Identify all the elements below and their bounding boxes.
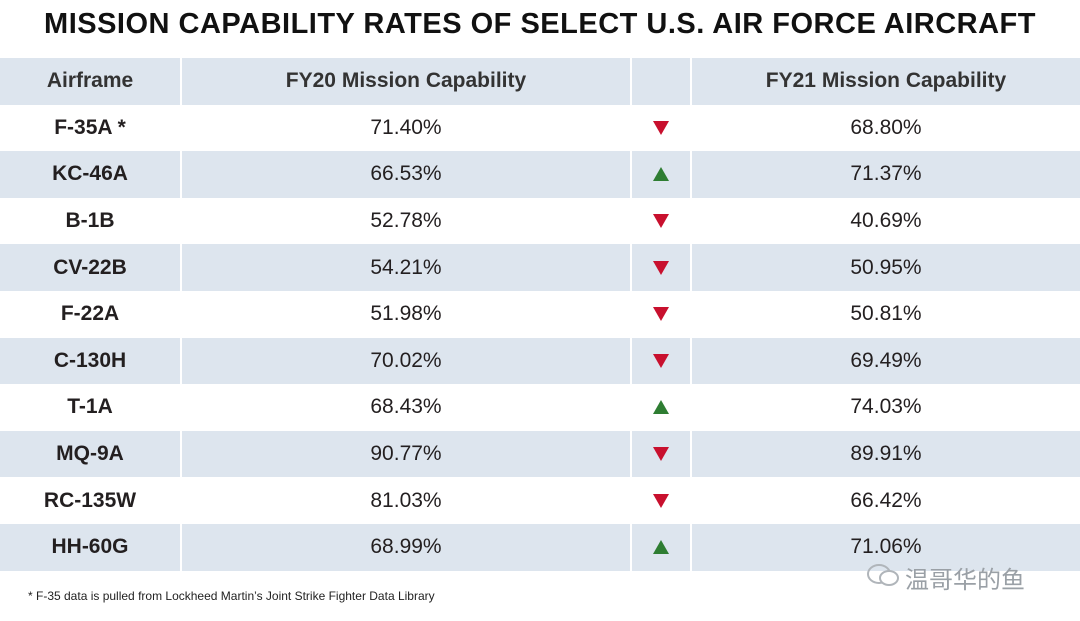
airframe: B-1B bbox=[65, 209, 115, 233]
fy20-value: 81.03% bbox=[370, 488, 442, 512]
table-row: MQ-9A 90.77% 89.91% bbox=[0, 430, 1080, 478]
table-row: T-1A 68.43% 74.03% bbox=[0, 384, 1080, 431]
watermark: 温哥华的鱼 bbox=[905, 567, 1025, 594]
down-arrow bbox=[653, 260, 669, 275]
airframe: CV-22B bbox=[0, 244, 180, 291]
table-row: F-22A 51.98% 50.81% bbox=[0, 291, 1080, 338]
fy21-value: 89.91% bbox=[692, 430, 1080, 478]
fy21-value: 66.42% bbox=[850, 488, 922, 512]
arrow-shape bbox=[653, 447, 669, 462]
fy21-value: 71.37% bbox=[692, 151, 1080, 198]
arrow-shape bbox=[653, 167, 669, 182]
up-arrow bbox=[653, 400, 669, 415]
table-row: KC-46A 66.53% 71.37% bbox=[0, 151, 1080, 198]
arrow-shape bbox=[653, 214, 669, 229]
down-arrow bbox=[653, 447, 669, 462]
fy21-value: 74.03% bbox=[850, 395, 922, 419]
header-cell bbox=[632, 58, 690, 105]
down-arrow bbox=[653, 493, 669, 508]
up-arrow bbox=[653, 540, 669, 555]
arrow-shape bbox=[653, 260, 669, 275]
fy20-value: 52.78% bbox=[370, 209, 442, 233]
fy21-value: 68.80% bbox=[850, 115, 922, 139]
arrow-shape bbox=[653, 493, 669, 508]
table-row: F-35A * 71.40% 68.80% bbox=[0, 105, 1080, 152]
airframe: KC-46A bbox=[0, 151, 180, 198]
arrow-shape bbox=[653, 353, 669, 368]
header-cell: Airframe bbox=[0, 58, 180, 105]
trend-cell bbox=[632, 151, 690, 198]
fy20-value: 90.77% bbox=[182, 430, 630, 478]
trend-cell bbox=[632, 198, 690, 245]
table-row: RC-135W 81.03% 66.42% bbox=[0, 477, 1080, 524]
trend-cell bbox=[632, 337, 690, 385]
down-arrow bbox=[653, 353, 669, 368]
trend-cell bbox=[632, 477, 690, 524]
down-arrow bbox=[653, 214, 669, 229]
header-cell: FY21 Mission Capability bbox=[692, 58, 1080, 105]
arrow-shape bbox=[653, 540, 669, 555]
trend-cell bbox=[632, 430, 690, 478]
title: MISSION CAPABILITY RATES OF SELECT U.S. … bbox=[44, 8, 1036, 40]
fy20-value: 54.21% bbox=[182, 244, 630, 291]
watermark-icon bbox=[867, 564, 899, 586]
fy21-value: 71.06% bbox=[692, 524, 1080, 571]
arrow-shape bbox=[653, 307, 669, 322]
airframe: HH-60G bbox=[0, 524, 180, 571]
table-row: CV-22B 54.21% 50.95% bbox=[0, 244, 1080, 291]
fy20-value: 68.99% bbox=[182, 524, 630, 571]
table-row: C-130H 70.02% 69.49% bbox=[0, 337, 1080, 385]
header-row: Airframe FY20 Mission Capability FY21 Miss… bbox=[0, 58, 1080, 105]
down-arrow bbox=[653, 307, 669, 322]
fy20-value: 66.53% bbox=[182, 151, 630, 198]
header-cell: FY20 Mission Capability bbox=[182, 58, 630, 105]
airframe: MQ-9A bbox=[0, 430, 180, 478]
fy21-value: 50.95% bbox=[692, 244, 1080, 291]
footnote: * F-35 data is pulled from Lockheed Mart… bbox=[28, 589, 435, 603]
fy20-value: 70.02% bbox=[182, 337, 630, 385]
airframe: T-1A bbox=[67, 395, 113, 419]
up-arrow bbox=[653, 167, 669, 182]
arrow-shape bbox=[653, 400, 669, 415]
airframe: RC-135W bbox=[43, 488, 137, 512]
fy20-value: 71.40% bbox=[370, 115, 442, 139]
arrow-shape bbox=[653, 120, 669, 135]
table-row: HH-60G 68.99% 71.06% bbox=[0, 524, 1080, 571]
fy20-value: 68.43% bbox=[370, 395, 442, 419]
down-arrow bbox=[653, 120, 669, 135]
trend-cell bbox=[632, 244, 690, 291]
table-row: B-1B 52.78% 40.69% bbox=[0, 198, 1080, 245]
fy20-value: 51.98% bbox=[370, 302, 442, 326]
trend-cell bbox=[632, 291, 690, 338]
fy21-value: 40.69% bbox=[850, 209, 922, 233]
trend-cell bbox=[632, 524, 690, 571]
trend-cell bbox=[632, 105, 690, 152]
fy21-value: 50.81% bbox=[850, 302, 922, 326]
airframe: C-130H bbox=[0, 337, 180, 385]
airframe: F-35A * bbox=[54, 115, 126, 139]
airframe: F-22A bbox=[60, 302, 120, 326]
fy21-value: 69.49% bbox=[692, 337, 1080, 385]
trend-cell bbox=[632, 384, 690, 431]
